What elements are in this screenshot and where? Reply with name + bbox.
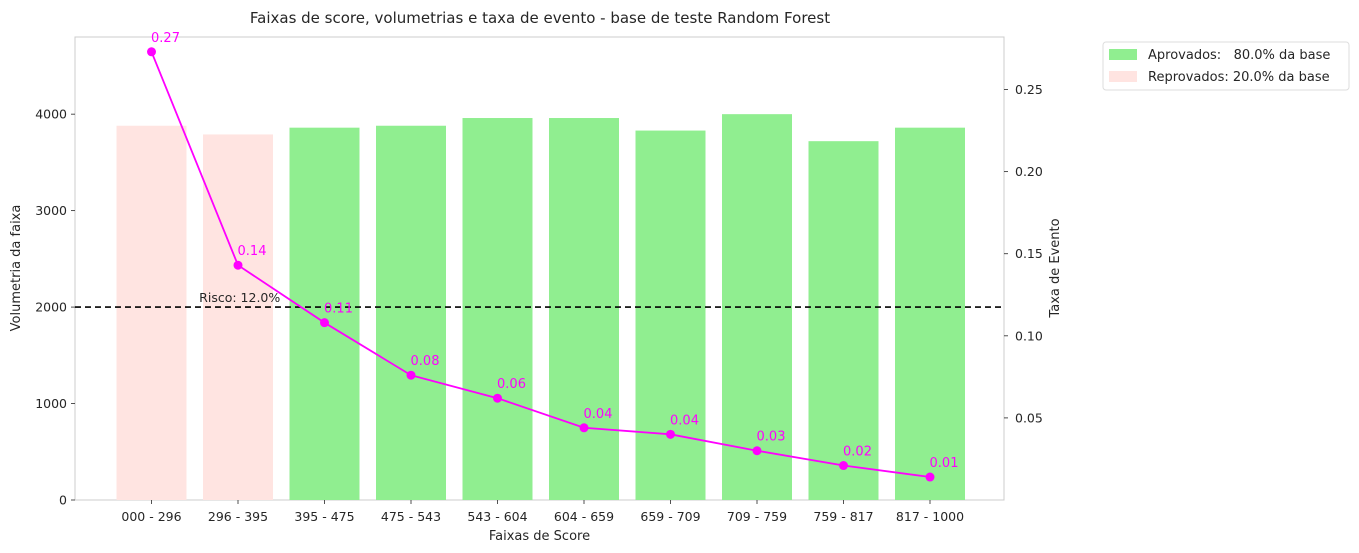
y-tick-label: 2000 bbox=[35, 300, 67, 315]
y-tick-label: 4000 bbox=[35, 107, 67, 122]
legend: Aprovados: 80.0% da base Reprovados: 20.… bbox=[1102, 41, 1350, 91]
legend-box bbox=[1102, 41, 1350, 91]
chart-title: Faixas de score, volumetrias e taxa de e… bbox=[250, 9, 830, 27]
y-tick-label: 3000 bbox=[35, 203, 67, 218]
event-rate-point bbox=[839, 461, 848, 471]
x-tick-label: 817 - 1000 bbox=[896, 509, 964, 524]
event-rate-data-label: 0.03 bbox=[757, 430, 786, 445]
event-rate-data-label: 0.11 bbox=[324, 302, 353, 317]
legend-swatch-aprovados bbox=[1109, 49, 1137, 60]
event-rate-data-label: 0.02 bbox=[843, 445, 872, 460]
event-rate-point bbox=[666, 429, 675, 439]
bar bbox=[549, 118, 619, 501]
event-rate-point bbox=[752, 446, 762, 456]
x-axis-ticks: 000 - 296 296 - 395 395 - 475 475 - 543 543 … bbox=[121, 500, 964, 524]
event-rate-point bbox=[320, 318, 329, 328]
x-tick-label: 296 - 395 bbox=[208, 509, 268, 524]
event-rate-data-label: 0.08 bbox=[411, 354, 440, 369]
y-axis-ticks: 0 1000 2000 3000 4000 bbox=[35, 107, 75, 508]
legend-label-reprovados: Reprovados: 20.0% da base bbox=[1148, 70, 1330, 85]
x-tick-label: 475 - 543 bbox=[381, 509, 441, 524]
y2-tick-label: 0.05 bbox=[1015, 410, 1043, 425]
bar bbox=[635, 130, 706, 501]
event-rate-point bbox=[406, 370, 416, 380]
event-rate-point bbox=[579, 423, 589, 433]
risk-threshold-label: Risco: 12.0% bbox=[199, 290, 280, 305]
event-rate-data-label: 0.14 bbox=[238, 244, 267, 259]
x-tick-label: 759 - 817 bbox=[813, 509, 873, 524]
bar bbox=[462, 118, 533, 501]
event-rate-data-label: 0.01 bbox=[930, 456, 959, 471]
event-rate-point bbox=[147, 47, 156, 57]
event-rate-point bbox=[925, 472, 935, 482]
event-rate-line bbox=[150, 51, 931, 478]
event-rate-series: 0.27 0.14 0.11 0.08 0.06 0.04 0.04 0.03 0.02 0.01 bbox=[147, 31, 958, 482]
bar bbox=[289, 127, 360, 500]
event-rate-data-label: 0.04 bbox=[670, 413, 699, 428]
legend-label-aprovados: Aprovados: 80.0% da base bbox=[1148, 48, 1330, 63]
event-rate-point bbox=[493, 393, 502, 403]
x-tick-label: 709 - 759 bbox=[727, 509, 787, 524]
bar bbox=[895, 127, 965, 500]
y-axis-label: Volumetria da faixa bbox=[9, 205, 24, 332]
event-rate-data-label: 0.27 bbox=[151, 31, 180, 46]
bar bbox=[808, 141, 879, 501]
x-tick-label: 543 - 604 bbox=[467, 509, 527, 524]
y2-axis-label: Taxa de Evento bbox=[1048, 218, 1063, 318]
event-rate-point bbox=[233, 260, 243, 270]
x-tick-label: 000 - 296 bbox=[121, 509, 181, 524]
x-tick-label: 659 - 709 bbox=[640, 509, 700, 524]
y-tick-label: 0 bbox=[59, 493, 67, 508]
bar bbox=[203, 134, 273, 500]
y2-tick-label: 0.20 bbox=[1015, 164, 1043, 179]
risk-line-group: Risco: 12.0% bbox=[75, 290, 1004, 308]
event-rate-data-label: 0.04 bbox=[584, 407, 613, 422]
event-rate-data-label: 0.06 bbox=[497, 377, 526, 392]
plot-frame bbox=[74, 36, 1005, 501]
y2-axis-ticks: 0.05 0.10 0.15 0.20 0.25 bbox=[1004, 82, 1043, 425]
bar-series bbox=[116, 114, 965, 501]
x-tick-label: 604 - 659 bbox=[554, 509, 614, 524]
y2-tick-label: 0.15 bbox=[1015, 246, 1043, 261]
y2-tick-label: 0.25 bbox=[1015, 82, 1043, 97]
x-tick-label: 395 - 475 bbox=[294, 509, 354, 524]
y-tick-label: 1000 bbox=[35, 396, 67, 411]
bar bbox=[376, 125, 446, 500]
y2-tick-label: 0.10 bbox=[1015, 328, 1043, 343]
bar bbox=[116, 125, 187, 500]
x-axis-label: Faixas de Score bbox=[489, 529, 590, 544]
legend-swatch-reprovados bbox=[1109, 71, 1137, 82]
